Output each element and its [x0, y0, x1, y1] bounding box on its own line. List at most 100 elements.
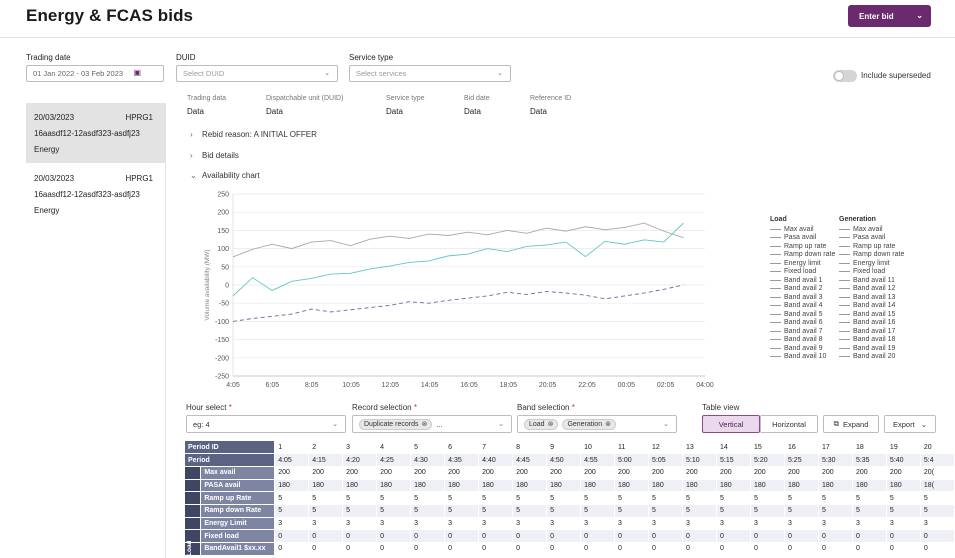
row-label: BandAvail1 $xx.xx [200, 542, 276, 556]
legend-item[interactable]: Energy limit [770, 259, 835, 268]
x-tick-label: 14:05 [421, 382, 439, 388]
chevron-right-icon: › [190, 130, 193, 139]
include-superseded-toggle[interactable] [833, 70, 857, 82]
y-tick-label: -50 [219, 301, 229, 308]
table-cell: 3 [852, 517, 887, 531]
band-chip-generation[interactable]: Generation ⊗ [562, 418, 616, 430]
legend-swatch [839, 254, 850, 256]
table-cell: 0 [920, 542, 955, 556]
legend-item[interactable]: Band avail 7 [770, 327, 835, 336]
trading-date-input[interactable]: 01 Jan 2022 - 03 Feb 2023 ▣ [26, 65, 164, 82]
x-tick-label: 02:05 [657, 382, 675, 388]
legend-item[interactable]: Band avail 8 [770, 336, 835, 345]
bid-list-item[interactable]: 20/03/2023 HPRG1 16aasdf12-12asdf323-asd… [26, 103, 165, 163]
hour-select[interactable]: eg: 4 ⌄ [186, 415, 346, 433]
table-cell: 200 [478, 466, 514, 480]
table-cell: 5 [648, 491, 684, 505]
y-tick-label: 50 [221, 264, 229, 271]
legend-item[interactable]: Band avail 2 [770, 285, 835, 294]
legend-item[interactable]: Band avail 18 [839, 336, 904, 345]
table-cell: 0 [716, 542, 751, 556]
legend-item[interactable]: Band avail 17 [839, 327, 904, 336]
table-cell: 200 [546, 466, 582, 480]
row-label: Fixed load [200, 529, 276, 543]
availability-chart-section[interactable]: ⌄ Availability chart [190, 171, 260, 180]
table-cell: 180 [444, 479, 480, 493]
enter-bid-button[interactable]: Enter bid ⌄ [848, 5, 931, 27]
period-cell: 5:4 [920, 453, 955, 467]
legend-item[interactable]: Band avail 1 [770, 276, 835, 285]
period-cell: 4:35 [444, 453, 480, 467]
legend-item[interactable]: Pasa avail [770, 234, 835, 243]
y-tick-label: 100 [217, 246, 229, 253]
table-cell: 3 [886, 517, 921, 531]
band-chip-load[interactable]: Load ⊗ [524, 418, 559, 430]
legend-item[interactable]: Fixed load [839, 268, 904, 277]
y-tick-label: 150 [217, 228, 229, 235]
legend-item[interactable]: Ramp down rate [770, 251, 835, 260]
table-cell: 0 [308, 542, 344, 556]
table-cell: 5 [852, 504, 887, 518]
remove-chip-icon[interactable]: ⊗ [547, 421, 554, 428]
legend-item[interactable]: Band avail 4 [770, 302, 835, 311]
expand-button[interactable]: ⧉ Expand [823, 415, 879, 433]
table-side-band [185, 542, 202, 556]
export-button[interactable]: Export ⌄ [884, 415, 936, 433]
remove-chip-icon[interactable]: ⊗ [605, 421, 611, 428]
table-cell: 180 [648, 479, 684, 493]
row-label: Ramp down Rate [200, 504, 276, 518]
table-cell: 5 [512, 504, 548, 518]
legend-item[interactable]: Band avail 12 [839, 285, 904, 294]
table-cell: 5 [478, 504, 514, 518]
legend-item[interactable]: Ramp up rate [839, 242, 904, 251]
table-cell: 5 [308, 491, 344, 505]
band-selection-label: Band selection * [517, 403, 575, 412]
legend-swatch [770, 228, 781, 230]
legend-item[interactable]: Band avail 5 [770, 310, 835, 319]
legend-item[interactable]: Band avail 11 [839, 276, 904, 285]
x-tick-label: 20:05 [539, 382, 557, 388]
legend-item[interactable]: Band avail 10 [770, 353, 835, 362]
legend-item[interactable]: Ramp up rate [770, 242, 835, 251]
legend-item[interactable]: Fixed load [770, 268, 835, 277]
band-selection-select[interactable]: Load ⊗ Generation ⊗ ⌄ [517, 415, 677, 433]
legend-label: Max avail [853, 225, 883, 233]
legend-item[interactable]: Band avail 15 [839, 310, 904, 319]
bid-details-section[interactable]: › Bid details [190, 151, 239, 160]
legend-item[interactable]: Band avail 3 [770, 293, 835, 302]
table-row: Period 4:05 4:15 4:20 4:25 4:30 4:35 4:40 4:45 4:… [185, 453, 955, 467]
service-type-select[interactable]: Select services ⌄ [349, 65, 511, 82]
legend-item[interactable]: Pasa avail [839, 234, 904, 243]
hour-select-label: Hour select * [186, 403, 232, 412]
bid-list-item[interactable]: 20/03/2023 HPRG1 16aasdf12-12asdf323-asd… [26, 164, 165, 224]
table-cell: 5 [444, 504, 480, 518]
period-cell: 5:20 [750, 453, 785, 467]
record-chip[interactable]: Duplicate records ⊗ [359, 418, 433, 430]
legend-swatch [839, 237, 850, 239]
legend-item[interactable]: Energy limit [839, 259, 904, 268]
table-cell: 0 [342, 542, 378, 556]
calendar-icon[interactable]: ▣ [133, 68, 141, 77]
period-id-cell: 6 [444, 441, 480, 455]
legend-item[interactable]: Band avail 20 [839, 353, 904, 362]
horizontal-view-button[interactable]: Horizontal [760, 415, 818, 433]
remove-chip-icon[interactable]: ⊗ [421, 421, 428, 428]
vertical-view-button[interactable]: Vertical [702, 415, 760, 433]
legend-item[interactable]: Band avail 9 [770, 344, 835, 353]
legend-item[interactable]: Band avail 14 [839, 302, 904, 311]
legend-item[interactable]: Band avail 6 [770, 319, 835, 328]
table-cell: 180 [716, 479, 751, 493]
legend-item[interactable]: Band avail 19 [839, 344, 904, 353]
duid-select[interactable]: Select DUID ⌄ [176, 65, 338, 82]
legend-item[interactable]: Band avail 16 [839, 319, 904, 328]
rebid-reason-section[interactable]: › Rebid reason: A INITIAL OFFER [190, 130, 317, 139]
record-selection-select[interactable]: Duplicate records ⊗ ... ⌄ [352, 415, 512, 433]
table-cell: 5 [410, 491, 446, 505]
legend-swatch [839, 356, 850, 358]
legend-item[interactable]: Max avail [770, 225, 835, 234]
legend-label: Band avail 17 [853, 327, 896, 335]
legend-item[interactable]: Max avail [839, 225, 904, 234]
legend-item[interactable]: Band avail 13 [839, 293, 904, 302]
record-more: ... [436, 419, 443, 429]
legend-item[interactable]: Ramp down rate [839, 251, 904, 260]
